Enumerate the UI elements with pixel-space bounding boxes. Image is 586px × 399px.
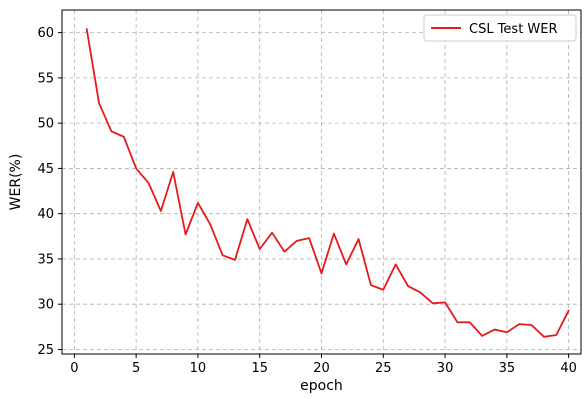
y-tick-label: 40 [37,207,54,222]
y-tick-label: 45 [37,162,54,177]
y-axis-label: WER(%) [8,154,24,211]
x-axis-label: epoch [300,378,343,394]
y-tick-label: 55 [37,71,54,86]
legend-label: CSL Test WER [469,22,558,37]
x-tick-label: 10 [190,361,207,376]
legend: CSL Test WER [423,14,577,42]
y-tick-label: 25 [37,343,54,358]
y-tick-label: 60 [37,26,54,41]
series-line-0 [85,28,570,338]
legend-box [423,14,577,42]
x-tick-label: 5 [132,361,140,376]
x-tick-label: 25 [375,361,392,376]
ticks: 0 5 10 15 20 25 30 35 40 25 30 35 40 45 50 55 60 [37,26,576,376]
x-tick-label: 40 [560,361,577,376]
y-tick-label: 50 [37,117,54,132]
grid [62,10,581,354]
y-tick-label: 35 [37,252,54,267]
x-tick-label: 30 [437,361,454,376]
series-layer [85,28,570,338]
x-tick-label: 35 [499,361,516,376]
y-tick-label: 30 [37,298,54,313]
x-tick-label: 20 [313,361,330,376]
x-tick-label: 15 [251,361,268,376]
x-tick-label: 0 [70,361,78,376]
